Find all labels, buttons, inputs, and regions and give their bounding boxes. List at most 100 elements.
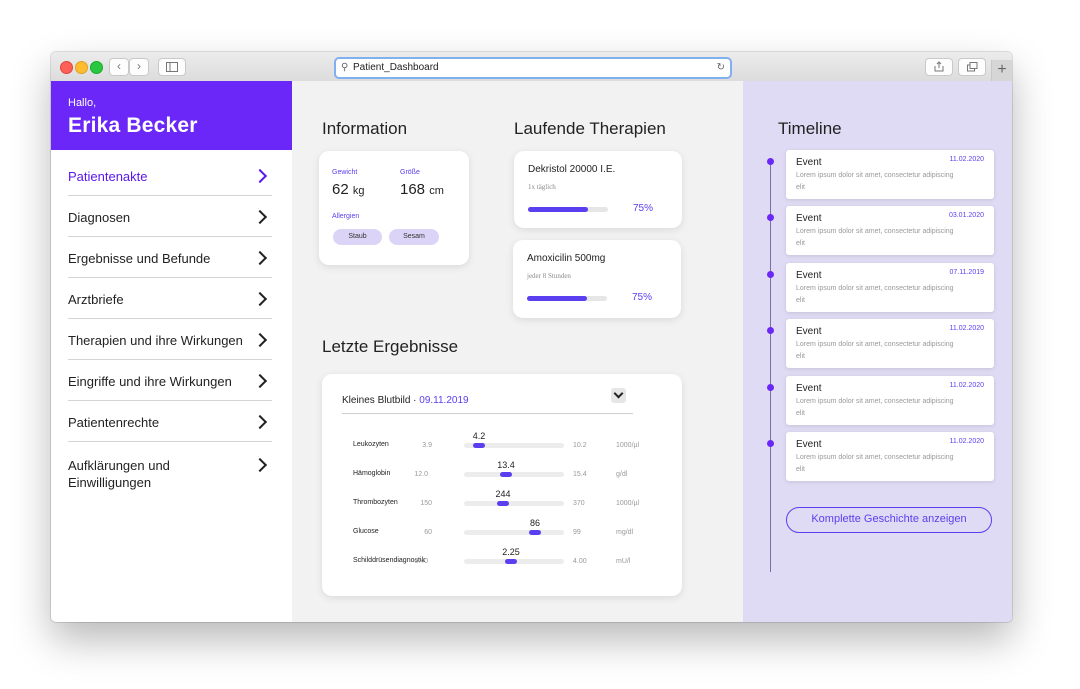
- event-title: Event: [796, 439, 822, 450]
- therapy-frequency: 1x täglich: [528, 183, 556, 191]
- result-min: 0.40: [414, 558, 428, 565]
- timeline-line: [770, 160, 771, 572]
- results-panel-name: Kleines Blutbild: [342, 395, 411, 406]
- timeline-event-card[interactable]: Event 11.02.2020 Lorem ipsum dolor sit ame…: [786, 150, 994, 199]
- search-icon: ⚲: [341, 62, 349, 73]
- therapy-card: Dekristol 20000 I.E. 1x täglich 75%: [514, 151, 682, 228]
- result-range-track: 244: [464, 489, 564, 506]
- result-name: Thrombozyten: [353, 499, 398, 506]
- chevron-right-icon[interactable]: ›: [129, 58, 149, 76]
- weight-number: 62: [332, 181, 349, 198]
- height-unit: cm: [429, 185, 444, 197]
- result-marker: [529, 530, 541, 535]
- result-row: Hämoglobin 12.0 13.4 15.4 g/dl: [322, 460, 682, 489]
- result-name: Schilddrüsendiagnostik: [353, 557, 425, 564]
- results-panel-title: Kleines Blutbild · 09.11.2019: [342, 395, 469, 406]
- event-title: Event: [796, 326, 822, 338]
- result-row: Leukozyten 3.9 4.2 10.2 1000/µl: [322, 431, 682, 460]
- sidebar-item-label: Patientenrechte: [68, 415, 160, 430]
- chevron-right-icon: [252, 250, 268, 266]
- result-value: 86: [529, 518, 541, 528]
- timeline-dot: [767, 383, 774, 391]
- result-marker: [473, 443, 485, 448]
- timeline-panel: Timeline Event 11.02.2020 Lorem ipsum dolo…: [743, 81, 1012, 622]
- chevron-right-icon: [252, 414, 268, 430]
- therapy-progress-track: [527, 296, 607, 301]
- allergies-label: Allergien: [332, 213, 360, 220]
- timeline-dot: [767, 214, 774, 222]
- share-icon[interactable]: [925, 58, 953, 76]
- event-date: 11.02.2020: [949, 156, 984, 163]
- timeline-event-card[interactable]: Event 07.11.2019 Lorem ipsum dolor sit ame…: [786, 262, 994, 312]
- chevron-right-icon: [252, 457, 268, 473]
- zoom-icon[interactable]: [90, 61, 103, 74]
- result-range-track: 2.25: [464, 547, 564, 564]
- timeline-event-card[interactable]: Event 11.02.2020 Lorem ipsum dolor sit ame…: [786, 319, 994, 369]
- chevron-left-icon[interactable]: ‹: [109, 58, 129, 76]
- sidebar-item-label: Therapien und ihre Wirkungen: [68, 333, 243, 348]
- close-icon[interactable]: [60, 61, 73, 74]
- sidebar-icon[interactable]: [158, 58, 186, 76]
- timeline-event-card[interactable]: Event 11.02.2020 Lorem ipsum dolor sit ame…: [786, 375, 994, 425]
- sidebar-item-label: Ergebnisse und Befunde: [68, 251, 211, 266]
- result-row: Thrombozyten 150 244 370 1000/µl: [322, 489, 682, 518]
- sidebar-item-patientenrechte[interactable]: Patientenrechte: [68, 401, 272, 442]
- chevron-right-icon: [252, 168, 268, 184]
- result-max: 99: [573, 529, 581, 536]
- timeline-event-card[interactable]: Event 03.01.2020 Lorem ipsum dolor sit ame…: [786, 206, 994, 256]
- sidebar-item-patientenakte[interactable]: Patientenakte: [68, 155, 272, 196]
- event-description: Lorem ipsum dolor sit amet, consectetur …: [796, 397, 954, 417]
- event-description: Lorem ipsum dolor sit amet, consectetur …: [796, 341, 954, 361]
- height-value: 168 cm: [400, 181, 444, 198]
- result-max: 370: [573, 500, 585, 507]
- allergy-tag: Staub: [333, 229, 382, 245]
- therapy-progress-label: 75%: [633, 203, 654, 214]
- therapy-progress-fill: [528, 207, 588, 212]
- sidebar-item-therapien[interactable]: Therapien und ihre Wirkungen: [68, 319, 272, 360]
- event-date: 11.02.2020: [949, 438, 984, 445]
- sidebar-item-eingriffe[interactable]: Eingriffe und ihre Wirkungen: [68, 360, 272, 401]
- sidebar-item-label: Eingriffe und ihre Wirkungen: [68, 374, 232, 389]
- result-name: Hämoglobin: [353, 470, 391, 477]
- tabs-icon[interactable]: [958, 58, 986, 76]
- event-description: Lorem ipsum dolor sit amet, consectetur …: [796, 454, 954, 473]
- result-name: Glucose: [353, 528, 379, 535]
- greeting: Hallo,: [68, 97, 97, 109]
- sidebar-item-ergebnisse[interactable]: Ergebnisse und Befunde: [68, 237, 272, 278]
- result-max: 10.2: [573, 442, 587, 449]
- sidebar-item-label: Diagnosen: [68, 210, 131, 225]
- result-max: 15.4: [573, 471, 587, 478]
- share-icon-glyph: [934, 61, 944, 72]
- therapy-name: Dekristol 20000 I.E.: [528, 164, 616, 175]
- results-title: Letzte Ergebnisse: [322, 337, 459, 356]
- therapy-card: Amoxicilin 500mg jeder 8 Stunden 75%: [513, 240, 681, 318]
- sidebar-item-diagnosen[interactable]: Diagnosen: [68, 196, 272, 237]
- result-value: 13.4: [497, 460, 515, 470]
- timeline-event-card[interactable]: Event 11.02.2020 Lorem ipsum dolor sit ame…: [786, 432, 994, 481]
- full-history-button[interactable]: Komplette Geschichte anzeigen: [786, 507, 992, 533]
- result-min: 12.0: [414, 471, 428, 478]
- therapy-frequency: jeder 8 Stunden: [527, 272, 571, 280]
- therapy-progress-label: 75%: [632, 292, 653, 303]
- sidebar: Hallo, Erika Becker Patientenakte Diagno…: [51, 81, 292, 622]
- minimize-icon[interactable]: [75, 61, 88, 74]
- therapy-progress-fill: [527, 296, 587, 301]
- plus-icon[interactable]: +: [991, 60, 1012, 81]
- result-marker: [505, 559, 517, 564]
- reload-icon[interactable]: ↻: [716, 62, 725, 73]
- result-value: 2.25: [502, 547, 520, 557]
- sidebar-item-label: Patientenakte: [68, 169, 148, 184]
- address-bar[interactable]: ⚲ Patient_Dashboard ↻: [334, 57, 732, 79]
- result-min: 150: [420, 500, 432, 507]
- results-separator: ·: [410, 395, 420, 406]
- sidebar-item-aufklaerungen[interactable]: Aufklärungen und Einwilligungen: [68, 442, 272, 492]
- sidebar-item-arztbriefe[interactable]: Arztbriefe: [68, 278, 272, 319]
- result-range-track: 13.4: [464, 460, 564, 477]
- allergy-tag: Sesam: [389, 229, 439, 245]
- results-dropdown-button[interactable]: [611, 388, 626, 403]
- result-unit: 1000/µl: [616, 500, 640, 507]
- result-max: 4.00: [573, 558, 587, 565]
- main-content: Information Gewicht 62 kg Größe 168 cm A…: [292, 81, 743, 622]
- result-row: Glucose 60 86 99 mg/dl: [322, 518, 682, 547]
- therapy-progress-track: [528, 207, 608, 212]
